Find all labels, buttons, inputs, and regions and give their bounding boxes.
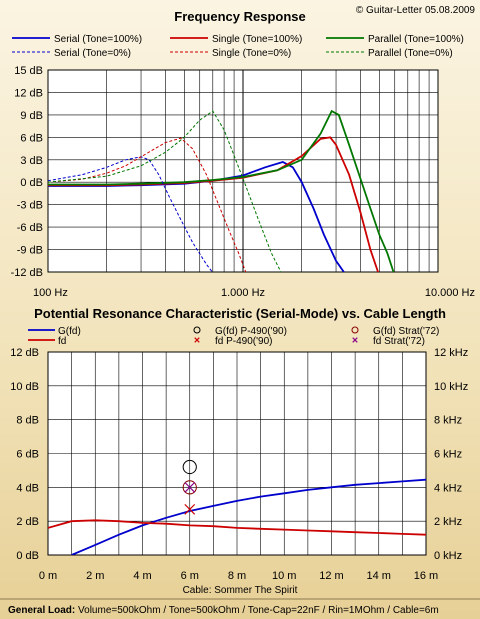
chart2-y2-tick-label: 4 kHz <box>434 482 462 494</box>
chart2-y-tick-label: 0 dB <box>16 550 39 562</box>
legend2-marker-label: fd Strat('72) <box>373 336 425 347</box>
chart2-y-tick-label: 4 dB <box>16 482 39 494</box>
legend2-marker-label: G(fd) Strat('72) <box>373 326 439 337</box>
footer-label: General Load: <box>8 605 75 616</box>
chart2-marker <box>351 326 359 334</box>
chart1-y-tick-label: 12 dB <box>14 87 43 99</box>
legend-label: Parallel (Tone=0%) <box>368 48 453 59</box>
chart2-x-tick-label: 6 m <box>181 570 199 582</box>
chart2-x-tick-label: 16 m <box>414 570 438 582</box>
chart2-y-tick-label: 12 dB <box>10 347 39 359</box>
chart2-legend: G(fd)fd G(fd) P-490('90)fd P-490('90) G(fd… <box>28 326 439 347</box>
chart1-y-tick-label: -12 dB <box>11 267 43 279</box>
chart2-y2-tick-label: 2 kHz <box>434 516 462 528</box>
chart2-y-tick-label: 10 dB <box>10 381 39 393</box>
chart2-marker <box>184 481 196 493</box>
chart2-series-line <box>48 519 426 536</box>
chart1-series-line <box>48 156 214 272</box>
chart2-y-tick-label: 8 dB <box>16 415 39 427</box>
chart2-marker <box>193 326 201 334</box>
chart2-x-tick-label: 0 m <box>39 570 57 582</box>
chart2-marker <box>184 503 196 515</box>
chart2-marker <box>194 337 200 343</box>
chart1-x-tick-label: 100 Hz <box>33 287 68 299</box>
chart1-y-tick-label: -9 dB <box>17 245 43 257</box>
chart1-y-tick-label: 3 dB <box>20 155 43 167</box>
legend-label: Single (Tone=0%) <box>212 48 291 59</box>
chart1-x-tick-label: 10.000 Hz <box>425 287 475 299</box>
legend-label: Serial (Tone=0%) <box>54 48 131 59</box>
chart2-x-tick-label: 8 m <box>228 570 246 582</box>
copyright-label: © Guitar-Letter 05.08.2009 <box>356 5 476 16</box>
chart2-y2-tick-label: 0 kHz <box>434 550 462 562</box>
chart2-x-tick-label: 4 m <box>133 570 151 582</box>
legend2-marker-label: fd P-490('90) <box>215 336 273 347</box>
chart2-marker <box>182 480 197 495</box>
chart2-series <box>48 478 426 555</box>
chart2-x-tick-label: 2 m <box>86 570 104 582</box>
legend-label: Single (Tone=100%) <box>212 34 302 45</box>
chart2-x-tick-label: 10 m <box>272 570 296 582</box>
chart2-y2-tick-label: 6 kHz <box>434 449 462 461</box>
legend-label: Serial (Tone=100%) <box>54 34 142 45</box>
chart2-x-axis-label: Cable: Sommer The Spirit <box>183 585 298 596</box>
legend2-label: fd <box>58 336 66 347</box>
chart2-x-tick-label: 12 m <box>319 570 343 582</box>
legend-label: Parallel (Tone=100%) <box>368 34 464 45</box>
chart2-y2-tick-label: 12 kHz <box>434 347 468 359</box>
footer-value: Volume=500kOhm / Tone=500kOhm / Tone-Cap… <box>75 605 438 616</box>
chart1-y-tick-label: 0 dB <box>20 177 43 189</box>
chart2-y2-tick-label: 8 kHz <box>434 415 462 427</box>
chart1-legend: Serial (Tone=100%) Single (Tone=100%) Para… <box>12 34 464 59</box>
chart2-x-tick-label: 14 m <box>367 570 391 582</box>
chart1-y-tick-label: -6 dB <box>17 222 43 234</box>
chart1-series-line <box>48 110 282 272</box>
chart2-series-line <box>71 478 426 555</box>
chart1-series-line <box>48 137 247 272</box>
chart2-markers <box>182 459 197 515</box>
legend2-label: G(fd) <box>58 326 81 337</box>
legend2-marker-label: G(fd) P-490('90) <box>215 326 287 337</box>
chart1-series <box>48 109 395 272</box>
chart1-y-tick-label: 9 dB <box>20 110 43 122</box>
chart1-y-axis: -12 dB -9 dB -6 dB -3 dB 0 dB 3 dB 6 dB 9 dB 12 … <box>11 65 43 279</box>
chart2-grid <box>48 352 426 555</box>
chart2-title: Potential Resonance Characteristic (Seri… <box>34 306 446 321</box>
chart2-y-axis-left: 0 dB 2 dB 4 dB 6 dB 8 dB 10 dB 12 dB <box>10 347 39 562</box>
footer-general-load: General Load: Volume=500kOhm / Tone=500k… <box>8 605 439 616</box>
chart2-x-axis: 0 m 2 m 4 m 6 m 8 m 10 m 12 m 14 m 16 m <box>39 570 438 582</box>
chart2-y2-tick-label: 10 kHz <box>434 381 468 393</box>
chart2-marker <box>352 337 358 343</box>
chart2-y-tick-label: 2 dB <box>16 516 39 528</box>
chart1-grid <box>48 70 438 272</box>
chart1-series-line <box>48 109 395 272</box>
chart2-y-tick-label: 6 dB <box>16 449 39 461</box>
chart1-y-tick-label: 15 dB <box>14 65 43 77</box>
chart1-y-tick-label: -3 dB <box>17 200 43 212</box>
chart2-y-axis-right: 0 kHz 2 kHz 4 kHz 6 kHz 8 kHz 10 kHz 12 kHz <box>434 347 468 562</box>
chart1-x-axis: 100 Hz 1.000 Hz 10.000 Hz <box>33 287 475 299</box>
chart1-y-tick-label: 6 dB <box>20 132 43 144</box>
chart1-title: Frequency Response <box>174 9 306 24</box>
chart2-marker <box>182 459 197 475</box>
chart1-x-tick-label: 1.000 Hz <box>221 287 265 299</box>
